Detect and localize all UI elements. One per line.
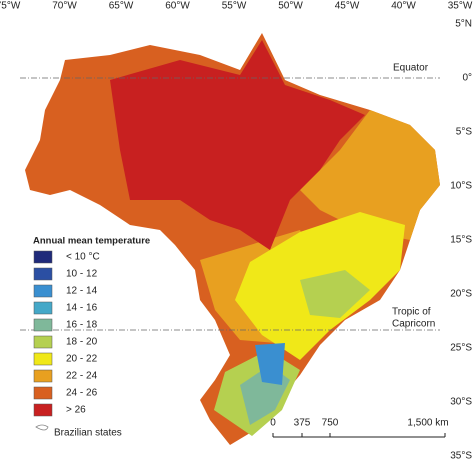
scale-label: 375 xyxy=(294,418,311,429)
legend-label: 18 - 20 xyxy=(66,337,98,348)
legend-swatch xyxy=(33,267,53,281)
latitude-label: 15°S xyxy=(450,235,472,246)
legend-swatch xyxy=(33,284,53,298)
legend-label: 12 - 14 xyxy=(66,286,98,297)
equator-label: Equator xyxy=(393,63,429,74)
legend-swatch xyxy=(33,250,53,264)
longitude-label: 65°W xyxy=(109,1,134,12)
longitude-label: 70°W xyxy=(52,1,77,12)
states-icon xyxy=(35,424,49,431)
longitude-label: 40°W xyxy=(391,1,416,12)
region-hot xyxy=(110,40,365,250)
latitude-label: 20°S xyxy=(450,289,472,300)
legend-label: 16 - 18 xyxy=(66,320,98,331)
legend-swatch xyxy=(33,369,53,383)
longitude-label: 35°W xyxy=(448,1,473,12)
latitude-label: 25°S xyxy=(450,343,472,354)
legend-label: 14 - 16 xyxy=(66,303,98,314)
region-cool xyxy=(300,270,370,318)
legend-label: 20 - 22 xyxy=(66,354,98,365)
legend-swatch xyxy=(33,318,53,332)
latitude-label: 5°N xyxy=(455,19,472,30)
latitude-label: 35°S xyxy=(450,451,472,462)
latitude-label: 10°S xyxy=(450,181,472,192)
legend-label: 24 - 26 xyxy=(66,388,98,399)
longitude-label: 60°W xyxy=(165,1,190,12)
legend-swatch xyxy=(33,335,53,349)
scale-label: 1,500 km xyxy=(407,418,448,429)
tropic-label: Tropic of xyxy=(392,307,431,318)
latitude-label: 30°S xyxy=(450,397,472,408)
legend-label: < 10 °C xyxy=(66,252,100,263)
legend-swatch xyxy=(33,352,53,366)
legend-label: 22 - 24 xyxy=(66,371,98,382)
region-colder xyxy=(255,343,285,385)
legend-title: Annual mean temperature xyxy=(33,236,150,247)
longitude-label: 75°W xyxy=(0,1,21,12)
legend-label: 10 - 12 xyxy=(66,269,98,280)
legend-label: > 26 xyxy=(66,405,86,416)
scale-label: 750 xyxy=(322,418,339,429)
scale-label: 0 xyxy=(270,418,276,429)
tropic-label: Capricorn xyxy=(392,319,435,330)
legend-swatch xyxy=(33,403,53,417)
longitude-label: 50°W xyxy=(278,1,303,12)
states-label: Brazilian states xyxy=(54,428,122,439)
latitude-label: 0° xyxy=(462,73,472,84)
legend-swatch xyxy=(33,301,53,315)
legend-swatch xyxy=(33,386,53,400)
region-mild xyxy=(300,110,440,240)
latitude-label: 5°S xyxy=(456,127,473,138)
longitude-label: 55°W xyxy=(222,1,247,12)
longitude-label: 45°W xyxy=(335,1,360,12)
